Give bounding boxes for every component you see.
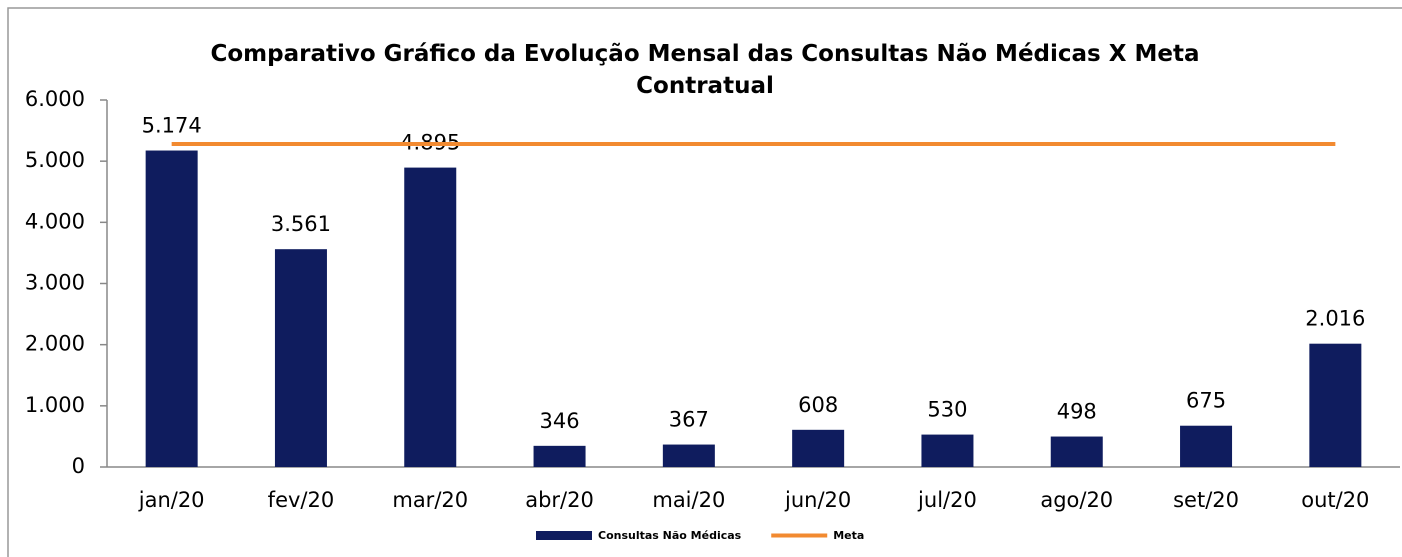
data-label: 530: [927, 398, 967, 422]
bar: [274, 249, 327, 467]
bar: [404, 167, 457, 467]
legend-label: Consultas Não Médicas: [598, 529, 742, 542]
legend-swatch: [536, 531, 592, 540]
x-tick-label: jul/20: [917, 488, 977, 512]
data-label: 367: [669, 408, 709, 432]
x-tick-label: set/20: [1173, 488, 1239, 512]
y-tick-label: 6.000: [25, 87, 85, 111]
chart-title: Comparativo Gráfico da Evolução Mensal d…: [210, 41, 1200, 99]
legend-label: Meta: [833, 529, 864, 542]
x-tick-label: mai/20: [652, 488, 725, 512]
data-label: 608: [798, 393, 838, 417]
bar: [1180, 425, 1233, 467]
bar: [1050, 436, 1103, 467]
x-tick-label: out/20: [1301, 488, 1369, 512]
bar: [145, 150, 198, 467]
x-tick-label: mar/20: [392, 488, 468, 512]
x-tick-label: jun/20: [784, 488, 851, 512]
bar: [662, 444, 715, 467]
y-tick-label: 4.000: [25, 209, 85, 233]
data-label: 5.174: [142, 114, 202, 138]
data-label: 498: [1057, 400, 1097, 424]
y-tick-label: 3.000: [25, 271, 85, 295]
data-label: 2.016: [1305, 307, 1365, 331]
y-tick-label: 1.000: [25, 393, 85, 417]
data-label: 675: [1186, 389, 1226, 413]
x-tick-label: jan/20: [138, 488, 205, 512]
data-label: 3.561: [271, 212, 331, 236]
y-tick-label: 2.000: [25, 332, 85, 356]
chart-frame: [7, 7, 1402, 557]
x-tick-label: abr/20: [525, 488, 594, 512]
bar: [1309, 343, 1362, 467]
data-label: 346: [540, 409, 580, 433]
bar: [533, 445, 586, 467]
bar: [792, 429, 845, 467]
x-tick-label: ago/20: [1040, 488, 1113, 512]
bar: [921, 434, 974, 467]
x-tick-label: fev/20: [268, 488, 335, 512]
y-tick-label: 5.000: [25, 148, 85, 172]
y-tick-label: 0: [72, 454, 85, 478]
